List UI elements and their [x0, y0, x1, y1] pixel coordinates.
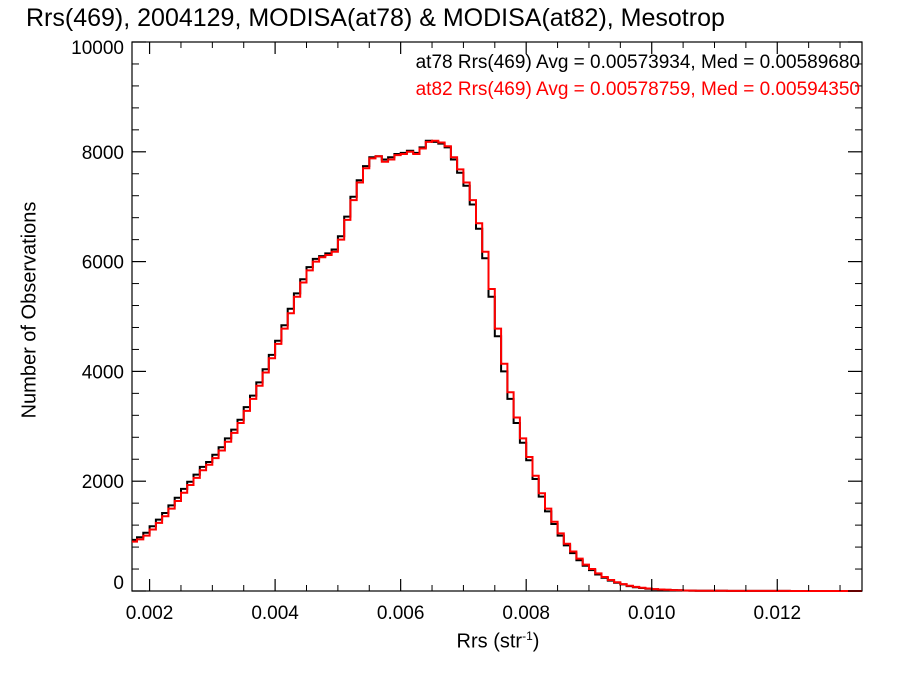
y-tick-label: 6000	[82, 253, 124, 274]
y-tick-label: 4000	[82, 362, 124, 383]
y-axis-label: Number of Observations	[18, 201, 41, 419]
y-tick-label: 10000	[71, 38, 124, 59]
y-tick-label: 2000	[82, 472, 124, 493]
x-axis-label-sup: -1	[522, 629, 533, 643]
stat-line-at78: at78 Rrs(469) Avg = 0.00573934, Med = 0.…	[415, 52, 860, 73]
x-tick-label: 0.012	[753, 603, 801, 624]
ticks-layer	[132, 41, 862, 592]
x-axis-label-text: Rrs (str	[456, 630, 523, 653]
x-axis-label: Rrs (str-1)	[0, 629, 900, 654]
x-tick-label: 0.002	[126, 603, 174, 624]
plot-border	[131, 41, 863, 592]
plot-frame	[131, 41, 863, 592]
y-tick-label: 0	[113, 573, 124, 594]
x-tick-label: 0.006	[377, 603, 425, 624]
chart-title: Rrs(469), 2004129, MODISA(at78) & MODISA…	[26, 4, 725, 32]
tick-labels: 0.002 0.004 0.006 0.008 0.010 0.012 0 2000 4000 6…	[71, 38, 801, 624]
series-line-at78	[132, 139, 862, 592]
x-tick-label: 0.008	[502, 603, 550, 624]
x-tick-label: 0.010	[628, 603, 676, 624]
y-tick-label: 8000	[82, 143, 124, 164]
x-axis-label-tail: )	[532, 630, 540, 653]
stat-line-at82: at82 Rrs(469) Avg = 0.00578759, Med = 0.…	[415, 79, 860, 100]
series-layer	[132, 139, 862, 592]
x-tick-label: 0.004	[251, 603, 299, 624]
series-line-at82	[132, 139, 862, 592]
